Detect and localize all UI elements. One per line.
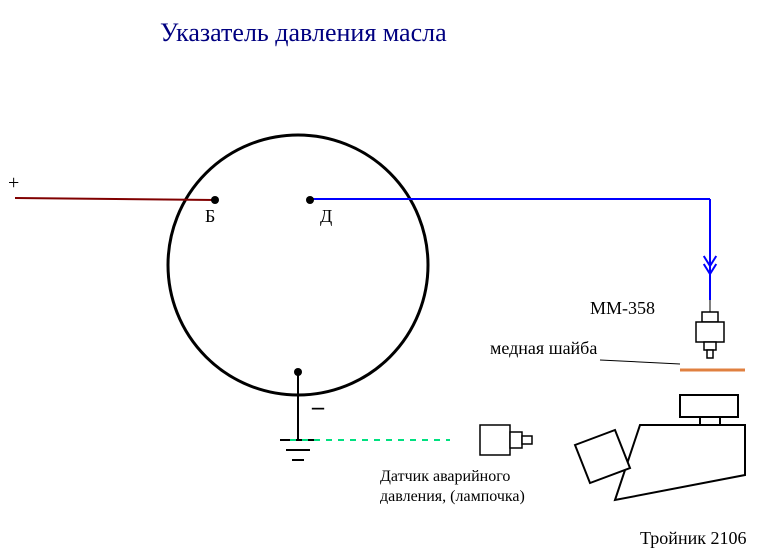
emergency-sensor-tip (522, 436, 532, 444)
terminal-d-dot (306, 196, 314, 204)
tee-body (615, 425, 745, 500)
tee-top (680, 395, 738, 417)
mm358-neck (704, 342, 716, 350)
tee-left-port (575, 430, 630, 483)
gauge-circle (168, 135, 428, 395)
mm358-cap (702, 312, 718, 322)
emergency-sensor-neck (510, 432, 522, 448)
mm358-body (696, 322, 724, 342)
emergency-sensor-body (480, 425, 510, 455)
copper-washer-lead (600, 360, 680, 364)
mm358-tip (707, 350, 713, 358)
terminal-b-dot (211, 196, 219, 204)
diagram-svg (0, 0, 776, 559)
